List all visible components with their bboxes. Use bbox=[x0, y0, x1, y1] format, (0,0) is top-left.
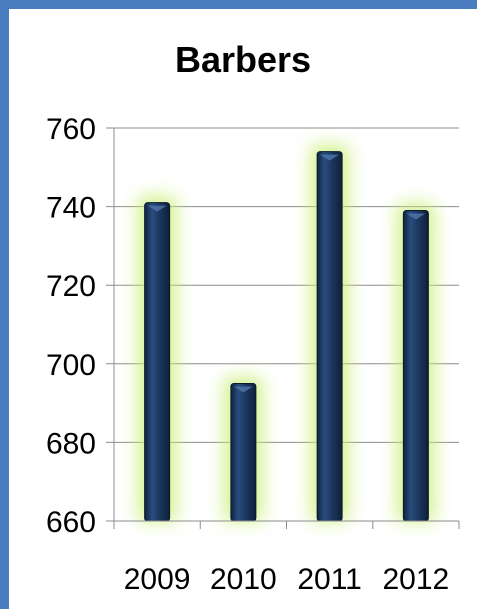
x-tick-labels: 2009 2010 2011 2012 bbox=[124, 563, 450, 596]
y-tick-label: 740 bbox=[46, 192, 96, 225]
y-tick-label: 720 bbox=[46, 270, 96, 303]
x-tick-label: 2011 bbox=[297, 563, 362, 596]
y-tick-label: 760 bbox=[46, 113, 96, 146]
bar-2011 bbox=[316, 151, 343, 522]
x-tick-label: 2012 bbox=[383, 563, 450, 596]
y-tick-labels: 660 680 700 720 740 760 bbox=[46, 113, 96, 539]
bar-2009 bbox=[144, 202, 171, 522]
axes bbox=[113, 128, 460, 529]
x-tick-label: 2010 bbox=[210, 563, 277, 596]
bar-cap-2011 bbox=[320, 154, 340, 161]
chart-title: Barbers bbox=[175, 39, 311, 80]
bar-cap-2009 bbox=[147, 205, 167, 212]
y-tick-label: 680 bbox=[46, 427, 96, 460]
bar-glow-layer bbox=[138, 145, 435, 522]
bar-cap-2010 bbox=[233, 386, 253, 393]
x-tick-label: 2009 bbox=[124, 563, 191, 596]
bar-cap-2012 bbox=[406, 213, 426, 220]
bar-2010 bbox=[230, 382, 257, 522]
bar-2012 bbox=[402, 210, 429, 522]
y-tick-label: 660 bbox=[46, 506, 96, 539]
y-tick-label: 700 bbox=[46, 349, 96, 382]
